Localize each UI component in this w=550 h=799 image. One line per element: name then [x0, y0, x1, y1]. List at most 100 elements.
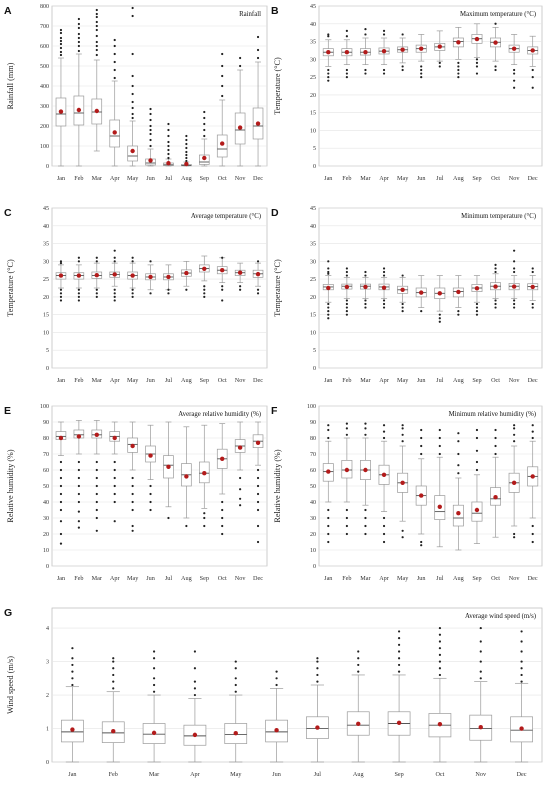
mean-point [112, 130, 117, 135]
x-tick-label: Oct [435, 771, 444, 778]
x-tick-label: Aug [353, 771, 364, 778]
outlier-point [221, 84, 224, 88]
mean-point [519, 726, 524, 731]
outlier-point [77, 36, 80, 40]
outlier-point [327, 267, 330, 270]
y-tick-label: 40 [310, 500, 316, 506]
mean-point [94, 273, 99, 278]
x-tick-label: Oct [491, 575, 500, 582]
outlier-point [401, 310, 404, 313]
y-tick-label: 30 [43, 516, 49, 522]
outlier-point [113, 460, 116, 464]
y-tick-label: 50 [310, 484, 316, 490]
x-tick-label: Aug [181, 377, 192, 384]
outlier-point [221, 516, 224, 520]
x-tick-label: Dec [528, 175, 538, 182]
outlier-point [256, 260, 260, 263]
y-axis-label: Relative humidity (%) [273, 449, 282, 522]
outlier-point [185, 159, 188, 163]
box-jun [145, 424, 156, 512]
outlier-point [203, 122, 206, 126]
mean-point [478, 724, 483, 730]
box-nov [508, 34, 520, 89]
outlier-point [59, 460, 63, 464]
outlier-point [479, 670, 482, 673]
x-tick-label: Dec [253, 377, 263, 384]
outlier-point [494, 263, 497, 266]
outlier-point [401, 424, 404, 427]
y-tick-label: 25 [310, 277, 316, 283]
outlier-point [345, 310, 348, 313]
mean-point [511, 46, 517, 51]
outlier-point [475, 428, 479, 432]
box-oct [490, 428, 502, 538]
outlier-point [167, 516, 170, 520]
outlier-point [113, 52, 116, 56]
panel-title: Minimum temperature (°C) [461, 213, 536, 220]
outlier-point [401, 65, 404, 68]
outlier-point [457, 440, 460, 443]
outlier-point [167, 122, 170, 126]
outlier-point [221, 508, 224, 512]
outlier-point [275, 670, 278, 673]
x-tick-label: Nov [235, 175, 247, 182]
outlier-point [221, 64, 224, 68]
outlier-point [327, 540, 330, 544]
outlier-point [95, 516, 98, 520]
outlier-point [345, 29, 348, 32]
outlier-point [59, 532, 63, 536]
mean-point [315, 725, 320, 730]
outlier-point [345, 267, 348, 270]
box-jul [434, 428, 446, 548]
outlier-point [167, 156, 170, 160]
box-sep [199, 255, 210, 298]
mean-point [456, 289, 461, 295]
outlier-point [494, 444, 497, 448]
x-tick-label: Nov [235, 377, 247, 384]
box-jun [415, 34, 427, 79]
outlier-point [113, 44, 116, 48]
outlier-point [475, 436, 479, 440]
outlier-point [420, 436, 423, 440]
y-tick-label: 600 [40, 44, 49, 50]
box-feb [341, 422, 353, 536]
y-tick-label: 90 [310, 420, 316, 426]
outlier-point [95, 529, 98, 532]
outlier-point [513, 68, 516, 72]
outlier-point [401, 306, 404, 309]
outlier-point [438, 667, 442, 670]
outlier-point [457, 310, 460, 313]
outlier-point [77, 22, 80, 26]
outlier-point [149, 138, 152, 142]
outlier-point [513, 536, 516, 539]
outlier-point [457, 68, 460, 72]
x-tick-label: Sep [200, 175, 209, 182]
x-tick-label: Aug [181, 175, 192, 182]
outlier-point [256, 484, 260, 488]
outlier-point [364, 427, 367, 430]
outlier-point [112, 680, 115, 683]
outlier-point [494, 299, 497, 302]
outlier-point [494, 68, 497, 72]
box-nov [234, 56, 246, 167]
outlier-point [420, 72, 423, 75]
outlier-point [438, 633, 442, 636]
mean-point [363, 50, 368, 55]
panel-f: F 0 10 20 30 40 50 60 70 80 90 100 Relative humidity… [271, 404, 543, 582]
outlier-point [531, 68, 534, 72]
mean-point [76, 273, 82, 278]
mean-point [530, 284, 535, 290]
x-tick-label: Jun [146, 175, 155, 182]
plot-frame [51, 207, 268, 369]
mean-point [112, 272, 117, 277]
box-may [397, 424, 409, 539]
box-jul [434, 275, 446, 323]
mean-point [274, 727, 279, 733]
mean-point [148, 274, 153, 280]
outlier-point [479, 660, 482, 663]
outlier-point [531, 306, 534, 309]
box-jul [163, 421, 174, 520]
outlier-point [327, 68, 330, 72]
outlier-point [364, 28, 367, 31]
outlier-point [327, 76, 330, 79]
